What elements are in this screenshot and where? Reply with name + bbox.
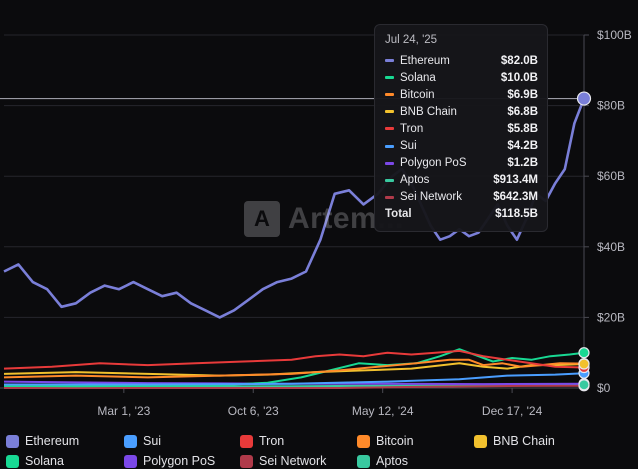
legend-swatch-icon: [124, 454, 137, 468]
y-tick-label: $80B: [597, 99, 625, 113]
series-swatch-icon: [385, 178, 394, 182]
tooltip-row: Sui $4.2B: [385, 137, 538, 154]
series-swatch-icon: [385, 127, 394, 131]
legend-swatch-icon: [6, 454, 19, 468]
tooltip-series-value: $6.8B: [507, 105, 538, 118]
tooltip-row-name: Tron: [385, 123, 423, 135]
legend-item-ethereum[interactable]: Ethereum: [6, 433, 79, 449]
legend-item-sei-network[interactable]: Sei Network: [240, 453, 326, 469]
y-tick-label: $0: [597, 381, 611, 395]
legend-item-aptos[interactable]: Aptos: [357, 453, 408, 469]
x-tick-label: Oct 6, '23: [228, 404, 279, 418]
series-line-sei-network: [4, 384, 585, 389]
legend-item-bitcoin[interactable]: Bitcoin: [357, 433, 414, 449]
tooltip-row-name: Sui: [385, 140, 417, 152]
tooltip-series-value: $6.9B: [507, 88, 538, 101]
tooltip-row-name: Bitcoin: [385, 89, 435, 101]
endpoint-marker-ethereum: [576, 91, 592, 106]
tooltip-series-label: Tron: [400, 122, 424, 135]
y-tick-label: $20B: [597, 310, 625, 324]
tooltip-date: Jul 24, '25: [385, 34, 438, 46]
legend-swatch-icon: [474, 434, 487, 448]
tooltip-series-value: $642.3M: [493, 191, 538, 204]
tooltip-series-value: $5.8B: [507, 122, 538, 135]
chart-area[interactable]: $0 $20B $40B $60B $80B $100B Mar 1, '23 Oct 6, …: [0, 0, 638, 430]
tooltip-series-value: $1.2B: [507, 157, 538, 170]
series-swatch-icon: [385, 110, 394, 114]
chart-legend: Ethereum Sui Tron Bitcoin BNB Chain Solana Pol…: [0, 430, 638, 468]
legend-label: Polygon PoS: [143, 454, 216, 468]
tooltip-series-value: $10.0B: [500, 71, 538, 84]
tooltip-series-value: $913.4M: [493, 174, 538, 187]
series-swatch-icon: [385, 161, 394, 165]
line-chart[interactable]: $0 $20B $40B $60B $80B $100B Mar 1, '23 Oct 6, …: [0, 0, 638, 430]
tooltip-row: Tron $5.8B: [385, 120, 538, 137]
series-swatch-icon: [385, 195, 394, 199]
legend-label: BNB Chain: [493, 434, 555, 448]
tooltip-row-name: Solana: [385, 72, 436, 84]
series-line-bitcoin: [3, 358, 585, 379]
legend-swatch-icon: [6, 434, 19, 448]
tooltip-series-label: Bitcoin: [400, 88, 435, 101]
legend-swatch-icon: [240, 454, 253, 468]
legend-item-bnb-chain[interactable]: BNB Chain: [474, 433, 555, 449]
endpoint-marker-aptos: [578, 379, 590, 391]
tooltip-series-label: Aptos: [400, 174, 430, 187]
y-tick-label: $60B: [597, 169, 625, 183]
tooltip-series-label: BNB Chain: [400, 105, 457, 118]
y-tick-label: $100B: [597, 28, 632, 42]
tooltip-row: Aptos $913.4M: [385, 172, 538, 189]
tooltip-total-label: Total: [385, 208, 412, 221]
endpoint-marker-bnb-chain: [578, 358, 590, 370]
tooltip-series-value: $82.0B: [500, 54, 538, 67]
endpoint-marker-solana: [578, 347, 590, 359]
legend-item-sui[interactable]: Sui: [124, 433, 161, 449]
legend-label: Solana: [25, 454, 64, 468]
x-tick-label: Dec 17, '24: [482, 404, 543, 418]
tooltip-series-label: Solana: [400, 71, 436, 84]
tooltip-row: Solana $10.0B: [385, 69, 538, 86]
tooltip-row: BNB Chain $6.8B: [385, 103, 538, 120]
series-line-tron: [3, 349, 585, 370]
tooltip-row: Sei Network $642.3M: [385, 189, 538, 206]
legend-label: Aptos: [376, 454, 408, 468]
legend-label: Ethereum: [25, 434, 80, 448]
series-swatch-icon: [385, 144, 394, 148]
legend-swatch-icon: [124, 434, 137, 448]
tooltip-total-value: $118.5B: [495, 208, 538, 221]
series-line-sui: [4, 372, 585, 386]
legend-swatch-icon: [357, 434, 370, 448]
tooltip-row: Polygon PoS $1.2B: [385, 155, 538, 172]
tooltip-series-label: Polygon PoS: [400, 157, 467, 170]
tooltip-row: Bitcoin $6.9B: [385, 86, 538, 103]
tooltip-series-label: Ethereum: [400, 54, 450, 67]
tooltip-row-name: BNB Chain: [385, 106, 457, 118]
tooltip-series-value: $4.2B: [507, 140, 538, 153]
legend-label: Sei Network: [259, 454, 327, 468]
legend-swatch-icon: [357, 454, 370, 468]
tooltip-row-name: Sei Network: [385, 191, 462, 203]
tooltip-total-row: Total $118.5B: [385, 206, 538, 223]
y-tick-label: $40B: [597, 240, 625, 254]
legend-swatch-icon: [240, 434, 253, 448]
legend-item-solana[interactable]: Solana: [6, 453, 64, 469]
series-swatch-icon: [385, 76, 394, 80]
tooltip-row-name: Ethereum: [385, 55, 450, 67]
tooltip-series-label: Sui: [400, 140, 417, 153]
legend-label: Tron: [259, 434, 285, 448]
hover-tooltip: Jul 24, '25 Ethereum $82.0B Solana $10.0B Bi…: [374, 24, 548, 232]
tooltip-row: Ethereum $82.0B: [385, 52, 538, 69]
x-tick-label: May 12, '24: [352, 404, 414, 418]
x-tick-label: Mar 1, '23: [97, 404, 150, 418]
tooltip-row-name: Aptos: [385, 174, 429, 186]
tooltip-row-name: Polygon PoS: [385, 157, 467, 169]
series-swatch-icon: [385, 59, 394, 63]
artemis-logo-icon: A: [244, 201, 280, 237]
series-swatch-icon: [385, 93, 394, 97]
legend-item-polygon-pos[interactable]: Polygon PoS: [124, 453, 215, 469]
legend-item-tron[interactable]: Tron: [240, 433, 284, 449]
legend-label: Bitcoin: [376, 434, 414, 448]
tooltip-series-label: Sei Network: [400, 191, 462, 204]
legend-label: Sui: [143, 434, 162, 448]
